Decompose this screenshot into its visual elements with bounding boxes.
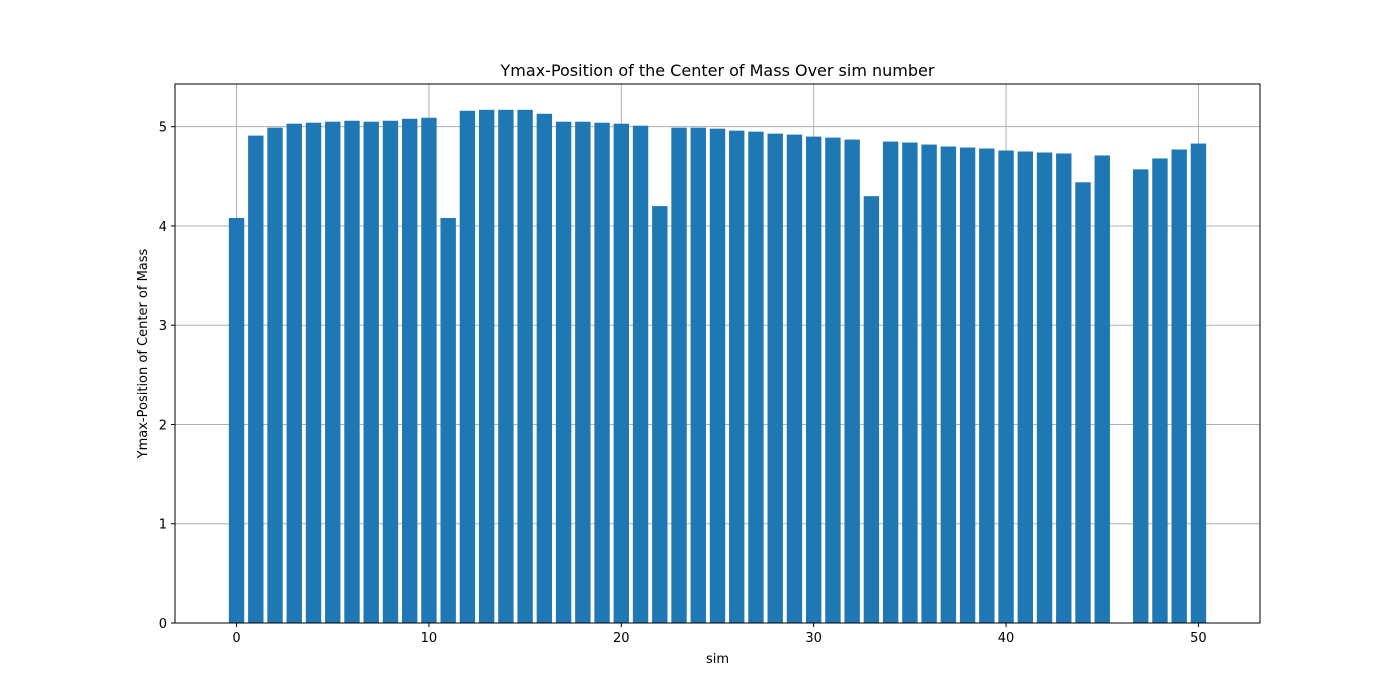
bar — [940, 146, 957, 623]
bar — [1190, 143, 1207, 623]
bar — [690, 127, 706, 623]
x-axis-label: sim — [706, 652, 729, 667]
bar — [786, 134, 803, 623]
bar — [344, 120, 360, 623]
y-tick-label: 2 — [159, 418, 167, 433]
bar — [325, 121, 341, 624]
bar — [959, 147, 976, 623]
bar — [652, 206, 668, 623]
x-tick-label: 10 — [421, 631, 438, 646]
x-tick-label: 0 — [232, 631, 240, 646]
bar — [498, 109, 514, 623]
chart-title: Ymax-Position of the Center of Mass Over… — [500, 61, 935, 80]
bar — [1056, 153, 1072, 623]
bar — [1171, 149, 1187, 624]
bar — [729, 130, 745, 623]
plot-frame — [174, 83, 1261, 624]
bar — [844, 139, 860, 624]
bar — [1133, 169, 1149, 623]
bar — [555, 121, 572, 624]
bar — [767, 133, 783, 623]
bar — [632, 125, 649, 623]
bar — [921, 144, 937, 623]
bar — [979, 148, 995, 623]
bar — [882, 141, 899, 623]
x-tick-label: 30 — [805, 631, 822, 646]
bar — [382, 120, 399, 623]
bar — [1094, 155, 1110, 624]
y-axis-ticks: 0 1 2 3 4 5 — [159, 121, 175, 632]
bar — [248, 135, 264, 623]
bar — [517, 109, 533, 623]
bar — [421, 117, 437, 623]
bar — [402, 118, 418, 623]
y-axis-label: Ymax-Position of Center of Mass — [136, 248, 151, 459]
bar — [998, 150, 1014, 623]
bar — [286, 123, 302, 624]
bar — [902, 142, 918, 624]
x-axis-ticks: 0 10 20 30 40 50 — [232, 623, 1207, 646]
x-tick-label: 40 — [998, 631, 1015, 646]
bar — [863, 196, 880, 623]
bar — [575, 121, 591, 624]
bar — [805, 136, 822, 624]
y-tick-label: 3 — [159, 319, 167, 334]
x-tick-label: 20 — [613, 631, 630, 646]
bar — [228, 218, 245, 623]
bar — [459, 110, 476, 624]
bar — [1152, 158, 1168, 623]
bar — [594, 122, 610, 623]
y-tick-label: 4 — [159, 220, 167, 235]
bar — [363, 121, 379, 624]
bar — [536, 113, 553, 624]
bar — [1017, 151, 1033, 623]
bar — [305, 122, 322, 623]
bar — [478, 109, 495, 623]
x-tick-label: 50 — [1190, 631, 1207, 646]
bar — [748, 131, 764, 623]
bar — [440, 218, 456, 623]
y-tick-label: 5 — [159, 121, 167, 136]
bar — [613, 123, 630, 624]
bar — [267, 127, 283, 623]
bar — [671, 127, 687, 623]
bar — [1075, 182, 1091, 623]
bar — [1036, 152, 1053, 624]
bar — [709, 128, 726, 623]
bar — [825, 137, 841, 623]
y-tick-label: 0 — [159, 617, 167, 632]
bars — [228, 109, 1207, 624]
y-tick-label: 1 — [159, 518, 167, 533]
